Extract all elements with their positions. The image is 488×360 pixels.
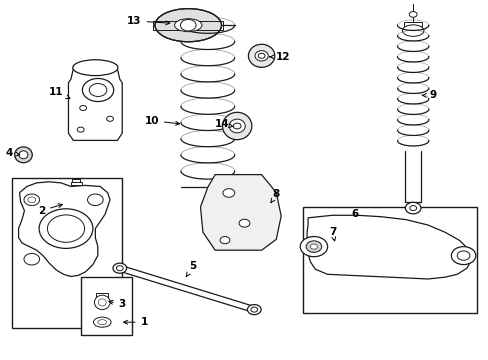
Circle shape [24,253,40,265]
Ellipse shape [94,295,110,310]
Circle shape [24,194,40,206]
Circle shape [89,84,106,96]
Polygon shape [68,65,122,140]
Circle shape [250,307,257,312]
Text: 9: 9 [422,90,435,100]
Circle shape [409,206,416,211]
Circle shape [450,247,475,265]
Circle shape [233,123,241,129]
Ellipse shape [73,60,118,76]
Polygon shape [306,215,471,279]
Ellipse shape [402,25,423,36]
Circle shape [77,127,84,132]
Circle shape [80,105,86,111]
Circle shape [220,237,229,244]
Bar [303,207,476,313]
Circle shape [113,263,126,273]
Ellipse shape [155,9,221,42]
Text: 6: 6 [350,209,357,219]
Ellipse shape [93,317,111,327]
Circle shape [405,202,420,214]
Bar [81,277,132,335]
Text: 3: 3 [109,299,125,309]
Bar [71,182,81,185]
Bar [153,21,223,30]
Circle shape [106,116,113,121]
Circle shape [223,189,234,197]
Ellipse shape [15,147,32,163]
Ellipse shape [222,112,251,140]
Circle shape [258,53,264,58]
Circle shape [305,241,321,252]
Circle shape [408,12,416,17]
Circle shape [247,305,261,315]
Text: 1: 1 [123,317,147,327]
Ellipse shape [174,19,202,32]
Text: 11: 11 [49,87,70,99]
Text: 4: 4 [5,148,20,158]
Circle shape [47,215,84,242]
Circle shape [300,237,327,257]
Text: 5: 5 [186,261,196,276]
Text: 13: 13 [127,16,169,26]
Circle shape [456,251,469,260]
Text: 12: 12 [269,52,289,62]
Circle shape [239,219,249,227]
Circle shape [39,209,93,248]
Bar [12,178,122,328]
Text: 10: 10 [144,116,179,126]
Circle shape [180,19,196,31]
Bar [96,293,108,299]
Circle shape [82,78,113,102]
Circle shape [87,194,103,206]
Ellipse shape [255,51,268,61]
Ellipse shape [248,44,274,67]
Polygon shape [200,175,281,250]
Text: 7: 7 [328,227,336,241]
Ellipse shape [228,119,244,133]
Text: 8: 8 [270,189,279,203]
Bar [72,179,80,184]
Text: 2: 2 [38,204,62,216]
Ellipse shape [19,151,28,159]
Circle shape [116,266,123,271]
Bar [404,22,421,26]
Polygon shape [19,182,110,276]
Text: 14: 14 [215,119,232,129]
Circle shape [310,244,317,249]
